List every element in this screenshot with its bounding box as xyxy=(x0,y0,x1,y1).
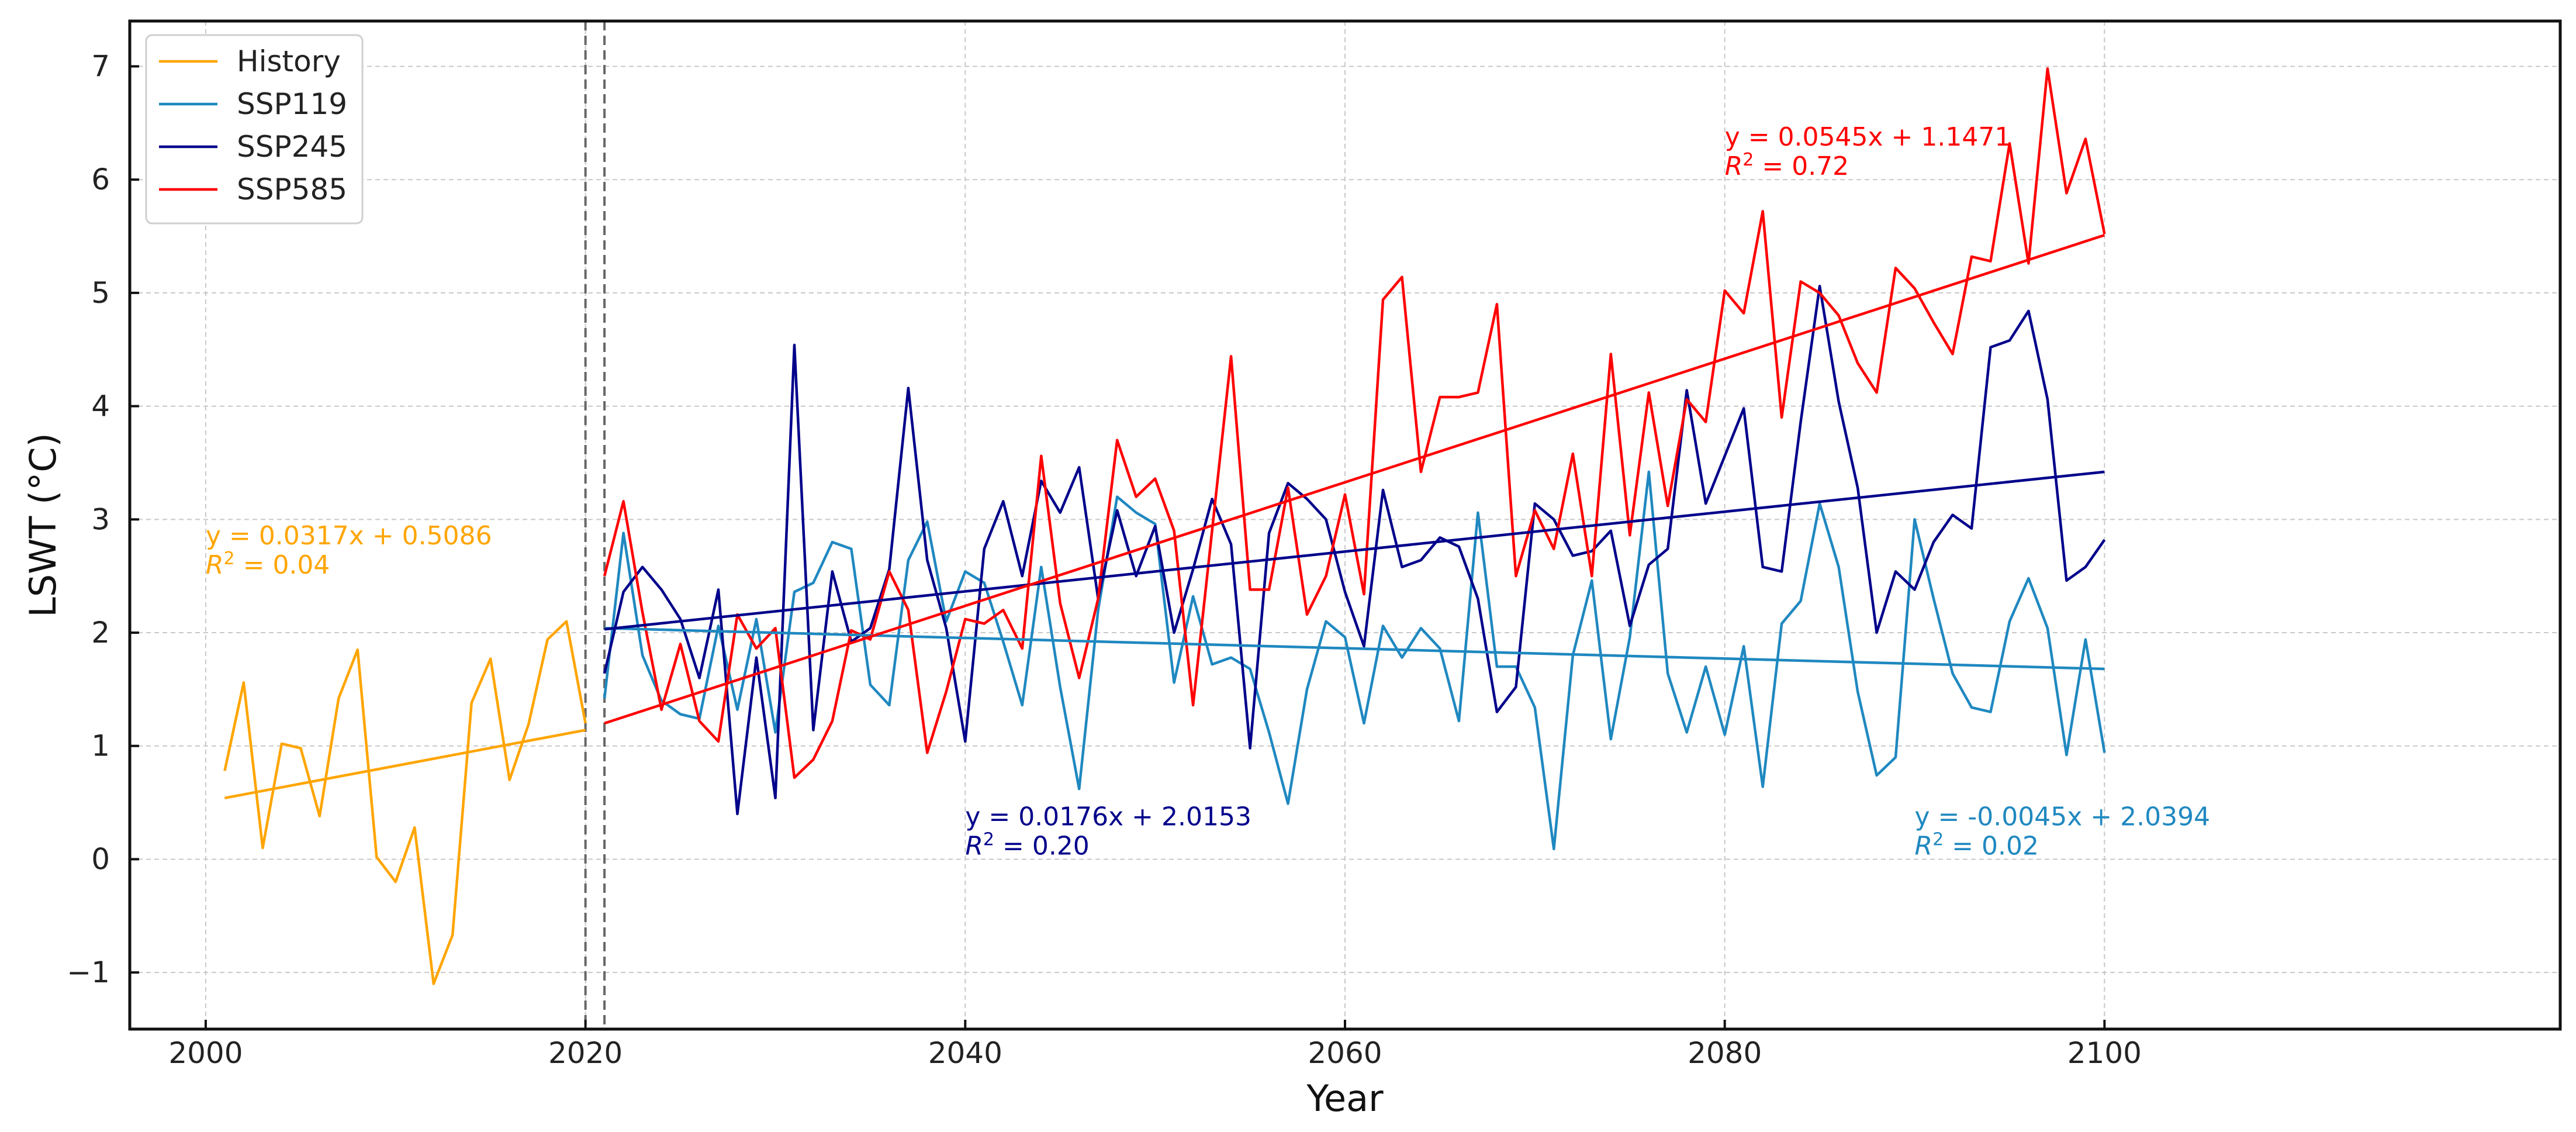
y-axis-title: LSWT (°C) xyxy=(22,433,64,617)
x-tick-label: 2060 xyxy=(1308,1036,1382,1070)
series-line-ssp245 xyxy=(603,285,2106,816)
x-axis-title: Year xyxy=(1306,1077,1384,1120)
trend-r2-ssp119: R2 = 0.02 xyxy=(1915,829,2039,861)
x-tick-label: 2080 xyxy=(1688,1036,1762,1070)
trend-r2-history: R2 = 0.04 xyxy=(206,548,330,580)
trend-equation-ssp119: y = -0.0045x + 2.0394 xyxy=(1915,802,2211,831)
series-line-history xyxy=(223,620,587,985)
series-layer xyxy=(223,67,2106,985)
y-tick-label: −1 xyxy=(67,955,110,989)
legend: History SSP119 SSP245 SSP585 xyxy=(145,34,364,225)
legend-label-ssp119: SSP119 xyxy=(237,87,347,121)
series-line-ssp119 xyxy=(603,470,2106,851)
trend-r2-ssp585: R2 = 0.72 xyxy=(1725,150,1849,181)
trend-equation-ssp245: y = 0.0176x + 2.0153 xyxy=(965,802,1251,831)
legend-box xyxy=(145,34,364,225)
trend-equation-ssp585: y = 0.0545x + 1.1471 xyxy=(1725,122,2011,152)
y-tick-label: 0 xyxy=(91,842,110,876)
series-line-ssp585 xyxy=(603,67,2106,779)
y-tick-label: 2 xyxy=(91,616,110,650)
vertical-marker-lines xyxy=(584,21,606,1029)
x-tick-label: 2000 xyxy=(168,1036,243,1070)
legend-label-ssp585: SSP585 xyxy=(237,172,347,206)
trend-layer xyxy=(224,233,2105,800)
y-tick-label: 4 xyxy=(91,389,110,423)
y-tick-label: 1 xyxy=(91,729,110,763)
trend-r2-ssp245: R2 = 0.20 xyxy=(965,829,1089,861)
trend-line-ssp585 xyxy=(604,233,2105,725)
legend-label-ssp245: SSP245 xyxy=(237,130,347,164)
tick-layer: 2000 2020 2040 2060 2080 2100 −1 0 1 2 3 4 5 6 7 xyxy=(67,49,2142,1070)
x-tick-label: 2020 xyxy=(548,1036,623,1070)
grid-layer xyxy=(130,21,2560,1029)
trend-equation-history: y = 0.0317x + 0.5086 xyxy=(206,521,492,551)
y-tick-label: 5 xyxy=(91,276,110,310)
trend-line-history xyxy=(224,729,586,800)
y-tick-label: 7 xyxy=(91,49,110,83)
x-tick-label: 2100 xyxy=(2067,1036,2142,1070)
y-tick-label: 3 xyxy=(91,502,110,536)
x-tick-label: 2040 xyxy=(928,1036,1002,1070)
legend-label-history: History xyxy=(237,44,341,78)
trend-line-ssp119 xyxy=(604,627,2105,671)
y-tick-label: 6 xyxy=(91,163,110,196)
trend-line-ssp245 xyxy=(604,470,2105,631)
